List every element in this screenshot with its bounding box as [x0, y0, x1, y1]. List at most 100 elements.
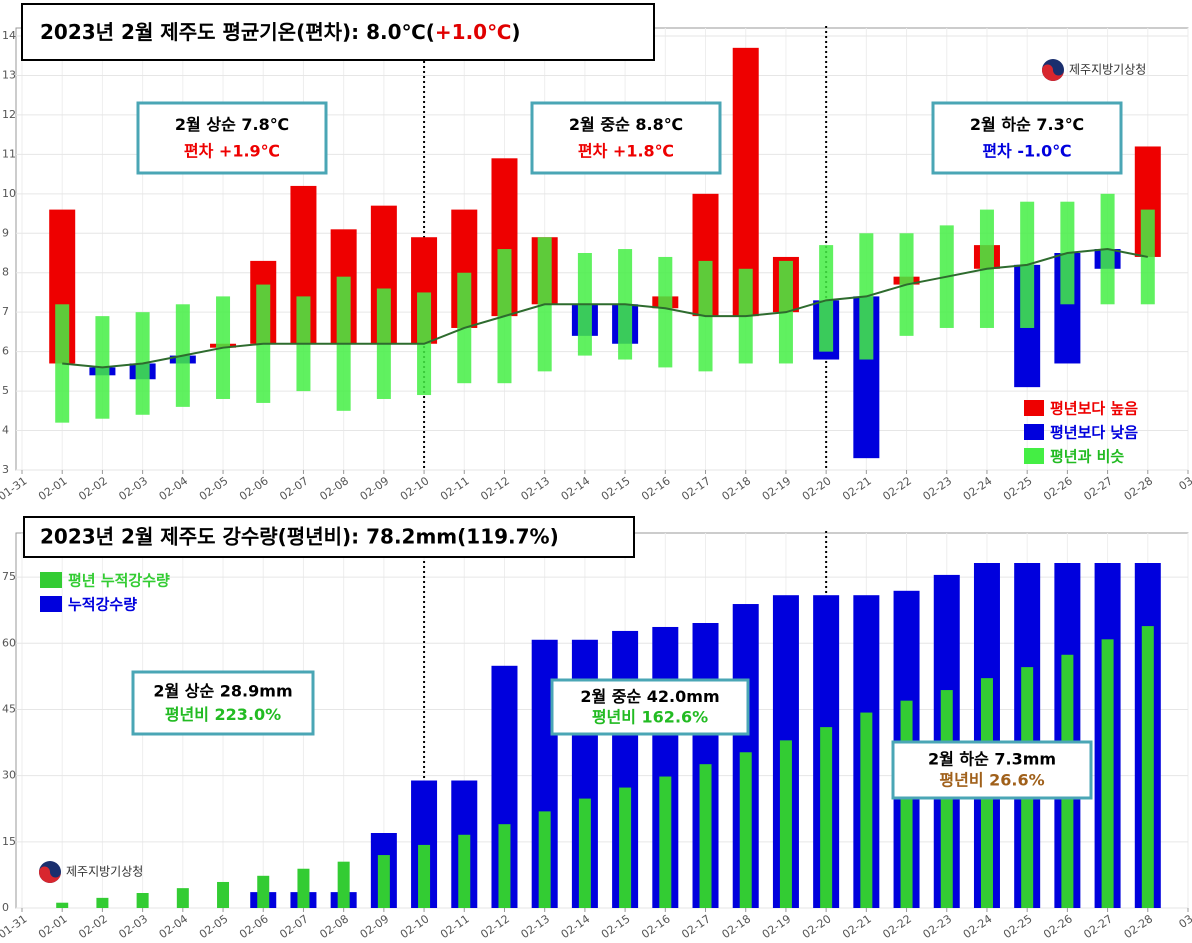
y-tick-label: 45 — [2, 702, 16, 715]
x-tick-label: 01-31 — [0, 912, 29, 941]
legend-label: 평년보다 높음 — [1050, 400, 1138, 418]
bar — [297, 868, 310, 908]
bar — [820, 727, 833, 908]
x-tick-label: 02-21 — [840, 912, 874, 941]
x-tick-label: 02-03 — [116, 912, 150, 941]
x-tick-label: 02-14 — [559, 474, 593, 503]
x-tick-label: 02-16 — [639, 912, 673, 941]
y-tick-label: 3 — [2, 463, 9, 476]
x-tick-label: 02-12 — [478, 474, 512, 503]
x-tick-label: 02-06 — [237, 474, 271, 503]
x-tick-label: 02-11 — [438, 912, 472, 941]
annotation-box — [931, 101, 1123, 175]
x-tick-label: 02-18 — [720, 912, 754, 941]
x-tick-label: 02-13 — [518, 474, 552, 503]
bar — [337, 861, 350, 908]
bar — [1101, 639, 1114, 908]
bar — [96, 897, 109, 908]
y-tick-label: 75 — [2, 570, 16, 583]
annotation-label: 2월 하순 7.3℃ — [970, 115, 1084, 134]
bar — [56, 902, 69, 908]
y-tick-label: 12 — [2, 108, 16, 121]
x-tick-label: 02-19 — [760, 474, 794, 503]
bar — [498, 824, 511, 908]
x-tick-label: 02-24 — [961, 474, 995, 503]
x-tick-label: 01-31 — [0, 474, 29, 503]
x-tick-label: 02-04 — [157, 474, 191, 503]
x-tick-label: 02-06 — [237, 912, 271, 941]
x-tick-label: 02-28 — [1122, 474, 1156, 503]
y-tick-label: 8 — [2, 266, 9, 279]
annotation-label: 2월 중순 8.8℃ — [569, 115, 683, 134]
annotation-label: 2월 하순 7.3mm — [928, 749, 1056, 768]
x-tick-label: 02-09 — [358, 474, 392, 503]
logo-icon-swirl — [1042, 64, 1064, 81]
legend-label: 평년보다 낮음 — [1050, 424, 1138, 442]
normal-range-bar — [819, 245, 834, 352]
chart-title: 2023년 2월 제주도 평균기온(편차): 8.0℃(+1.0℃) — [40, 20, 520, 44]
x-tick-label: 02-08 — [317, 912, 351, 941]
x-tick-label: 02-01 — [36, 912, 70, 941]
x-tick-label: 02-25 — [1001, 474, 1035, 503]
bar — [538, 811, 551, 908]
x-tick-label: 03 — [1177, 474, 1192, 493]
bar — [176, 888, 189, 908]
x-tick-label: 02-26 — [1041, 912, 1075, 941]
bar — [860, 712, 873, 908]
bar — [377, 855, 390, 908]
bar — [458, 834, 471, 908]
x-tick-label: 02-18 — [720, 474, 754, 503]
x-tick-label: 02-27 — [1081, 912, 1115, 941]
annotation-box — [530, 101, 722, 175]
legend-swatch — [1024, 424, 1044, 440]
annotation-detail: 편차 -1.0℃ — [982, 142, 1071, 161]
bar — [257, 875, 270, 908]
y-tick-label: 7 — [2, 305, 9, 318]
x-tick-label: 02-20 — [800, 912, 834, 941]
x-tick-label: 02-04 — [157, 912, 191, 941]
x-tick-label: 02-05 — [197, 474, 231, 503]
annotation-box — [136, 101, 328, 175]
x-tick-label: 02-23 — [921, 912, 955, 941]
x-tick-label: 02-28 — [1122, 912, 1156, 941]
x-tick-label: 02-01 — [36, 474, 70, 503]
bar — [619, 787, 632, 908]
x-tick-label: 02-09 — [358, 912, 392, 941]
bar — [779, 740, 792, 908]
legend-swatch — [40, 596, 62, 612]
x-tick-label: 02-16 — [639, 474, 673, 503]
x-tick-label: 02-22 — [880, 474, 914, 503]
y-tick-label: 6 — [2, 345, 9, 358]
title-box — [21, 3, 655, 61]
logo-text: 제주지방기상청 — [66, 865, 143, 879]
annotation-detail: 편차 +1.9℃ — [184, 142, 280, 161]
x-tick-label: 02-15 — [599, 474, 633, 503]
y-tick-label: 30 — [2, 769, 16, 782]
x-tick-label: 02-05 — [197, 912, 231, 941]
x-tick-label: 02-07 — [277, 912, 311, 941]
annotation-detail: 평년비 162.6% — [592, 707, 708, 726]
y-tick-label: 11 — [2, 147, 16, 160]
legend-label: 평년 누적강수량 — [68, 572, 170, 590]
y-tick-label: 0 — [2, 901, 9, 914]
x-tick-label: 02-07 — [277, 474, 311, 503]
x-tick-label: 02-17 — [679, 474, 713, 503]
x-tick-label: 02-21 — [840, 474, 874, 503]
y-tick-label: 15 — [2, 835, 16, 848]
bar — [578, 798, 591, 908]
bar — [739, 752, 752, 908]
x-tick-label: 02-20 — [800, 474, 834, 503]
bar — [900, 700, 913, 908]
bar — [217, 881, 230, 908]
x-tick-label: 02-24 — [961, 912, 995, 941]
x-tick-label: 02-19 — [760, 912, 794, 941]
legend-swatch — [40, 572, 62, 588]
normal-line — [62, 248, 1148, 369]
annotation-box — [131, 670, 315, 736]
bar — [699, 764, 712, 908]
annotation-label: 2월 상순 7.8℃ — [175, 115, 289, 134]
x-tick-label: 02-03 — [116, 474, 150, 503]
y-tick-label: 9 — [2, 226, 9, 239]
annotation-label: 2월 상순 28.9mm — [153, 681, 292, 700]
y-tick-label: 5 — [2, 384, 9, 397]
